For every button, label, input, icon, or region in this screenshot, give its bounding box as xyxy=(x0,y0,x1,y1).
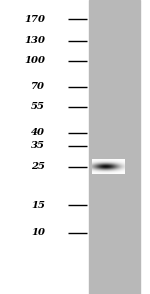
Text: 10: 10 xyxy=(31,228,45,237)
Text: 15: 15 xyxy=(31,201,45,210)
Text: 40: 40 xyxy=(31,128,45,137)
Bar xyxy=(89,0,140,294)
Bar xyxy=(0,0,89,294)
Text: 55: 55 xyxy=(31,102,45,111)
Text: 100: 100 xyxy=(24,56,45,65)
Text: 35: 35 xyxy=(31,141,45,150)
Text: 130: 130 xyxy=(24,36,45,45)
Text: 170: 170 xyxy=(24,15,45,24)
Text: 70: 70 xyxy=(31,82,45,91)
Text: 25: 25 xyxy=(31,163,45,171)
